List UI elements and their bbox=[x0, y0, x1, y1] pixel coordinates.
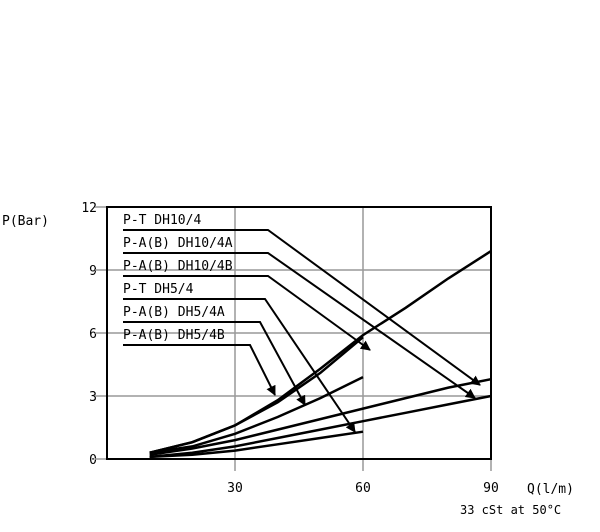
leader-arrow bbox=[123, 252, 476, 399]
curve bbox=[149, 377, 492, 457]
leader-arrow bbox=[123, 275, 371, 351]
curve bbox=[149, 336, 364, 454]
plot-frame bbox=[106, 206, 492, 460]
curve bbox=[149, 394, 492, 459]
leader-arrow bbox=[123, 344, 276, 396]
curve bbox=[149, 430, 364, 459]
y-tick-label: 9 bbox=[89, 264, 97, 279]
curve-label: P-A(B) DH5/4B bbox=[123, 328, 225, 343]
curve-label: P-T DH5/4 bbox=[123, 282, 194, 297]
x-tick-label: 90 bbox=[483, 481, 499, 496]
leader-arrow bbox=[123, 298, 356, 433]
condition-note: 33 cSt at 50°C bbox=[460, 503, 561, 517]
curve-label: P-A(B) DH10/4A bbox=[123, 236, 233, 251]
leader-arrow bbox=[123, 321, 306, 406]
x-tick-label: 60 bbox=[355, 481, 371, 496]
y-tick-label: 12 bbox=[81, 201, 97, 216]
curve-label: P-A(B) DH5/4A bbox=[123, 305, 225, 320]
curve-label: P-A(B) DH10/4B bbox=[123, 259, 233, 274]
x-axis-label: Q(l/m) bbox=[527, 482, 574, 497]
y-tick-label: 0 bbox=[89, 453, 97, 468]
x-tick-label: 30 bbox=[227, 481, 243, 496]
y-axis-label: P(Bar) bbox=[2, 214, 49, 229]
curve bbox=[149, 250, 492, 454]
curve bbox=[149, 375, 364, 454]
y-tick-label: 3 bbox=[89, 390, 97, 405]
leader-arrow bbox=[123, 229, 481, 386]
y-tick-label: 6 bbox=[89, 327, 97, 342]
curve-label: P-T DH10/4 bbox=[123, 213, 201, 228]
